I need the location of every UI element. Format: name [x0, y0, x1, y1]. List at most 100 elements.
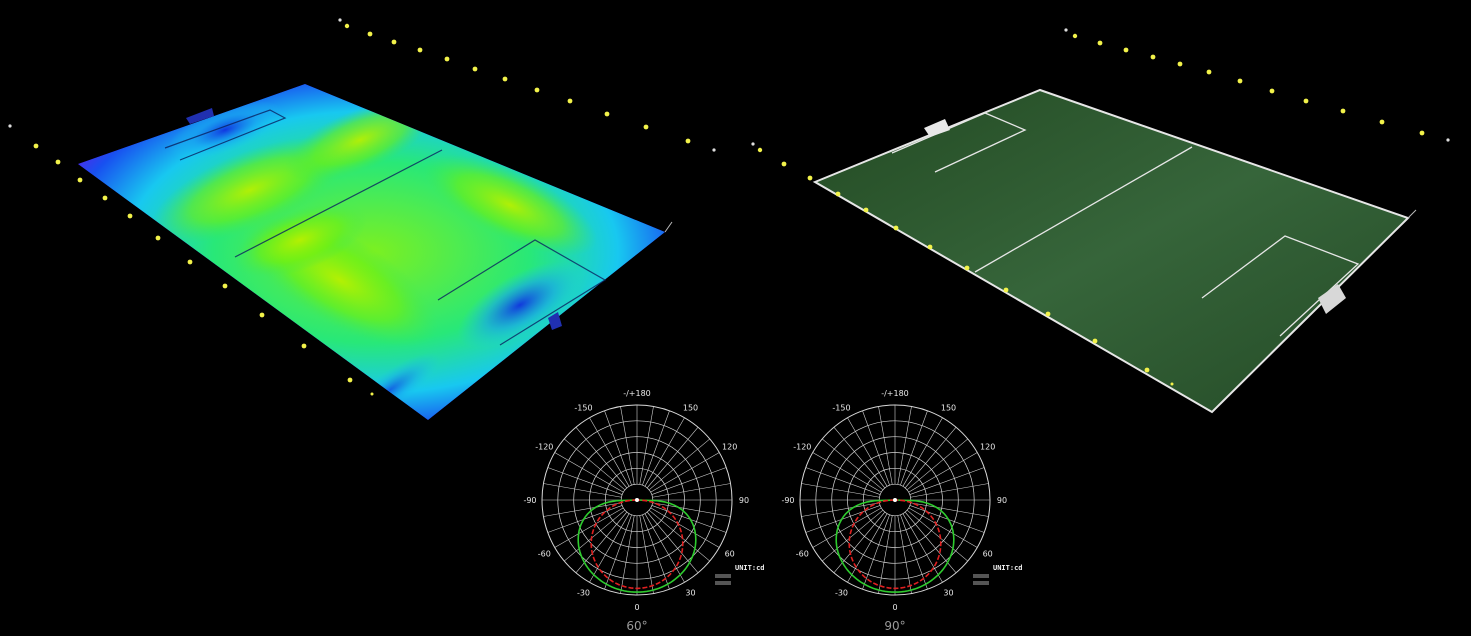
polar-grid-spoke — [620, 515, 635, 594]
polar-angle-label: 150 — [941, 403, 956, 412]
polar-legend-swatch — [973, 574, 989, 578]
polar-angle-label: 120 — [980, 443, 995, 452]
polar-grid-spoke — [543, 502, 622, 517]
polar-grid-spoke — [646, 511, 699, 573]
polar-grid-spoke — [878, 406, 893, 485]
polar-grid-spoke — [642, 514, 670, 590]
polar-grid-spoke — [543, 483, 622, 498]
polar-grid-spoke — [644, 513, 685, 583]
polar-grid-spoke — [652, 502, 731, 517]
polar-grid-spoke — [650, 507, 720, 548]
polar-angle-label: -120 — [793, 443, 811, 452]
rendered-floodlights — [751, 28, 1450, 386]
polar-grid-spoke — [897, 515, 912, 594]
polar-grid-spoke — [564, 438, 626, 491]
polar-angle-label: -30 — [577, 589, 590, 598]
goal-right — [548, 312, 562, 330]
polar-angle-label: 60 — [725, 550, 735, 559]
polar-angle-label: -/+180 — [881, 389, 909, 398]
heatmap-pitch-lines — [164, 109, 607, 346]
polar-angle-label: 0 — [892, 603, 897, 612]
polar-grid-spoke — [902, 513, 943, 583]
polar-grid-spoke — [648, 509, 710, 562]
polar-chart-90: -/+180 150 120 90 60 30 0 -30 -60 -90 -120 -150 UNIT… — [781, 389, 1022, 633]
polar-grid-spoke — [908, 507, 978, 548]
polar-grid-spoke — [910, 502, 989, 517]
polar-angle-label: 150 — [683, 403, 698, 412]
polar-grid-spoke — [904, 427, 957, 489]
polar-grid-spoke — [651, 467, 727, 495]
polar-grid-spoke — [650, 452, 720, 493]
polar-grid-spoke — [906, 509, 968, 562]
polar-angle-label: 90 — [739, 496, 749, 505]
polar-angle-label: -90 — [523, 496, 536, 505]
polar-grid-spoke — [639, 406, 654, 485]
polar-unit-label: UNIT:cd — [993, 564, 1023, 572]
polar-grid-spoke — [604, 410, 632, 486]
polar-grid-spoke — [805, 505, 881, 533]
heatmap-floodlights — [8, 18, 716, 396]
polar-grid-spoke — [862, 410, 890, 486]
polar-curve — [577, 499, 697, 593]
polar-angle-label: 60 — [983, 550, 993, 559]
polar-grid-spoke — [847, 513, 888, 583]
polar-grid-spoke — [651, 505, 727, 533]
polar-unit-label: UNIT:cd — [735, 564, 765, 572]
polar-grid-spoke — [554, 452, 624, 493]
polar-grid-spoke — [554, 507, 624, 548]
polar-grid-spoke — [564, 509, 626, 562]
polar-grid-spoke — [589, 417, 630, 487]
polar-chart-60: -/+180 150 120 90 60 30 0 -30 -60 -90 -120 -150 UNIT… — [523, 389, 764, 633]
goal-left — [186, 108, 214, 124]
goal-near — [1318, 284, 1346, 314]
polar-grid-spoke — [805, 467, 881, 495]
polar-angle-label: 30 — [685, 589, 695, 598]
polar-grid-spoke — [862, 514, 890, 590]
polar-curve — [590, 499, 684, 590]
polar-grid-spoke — [589, 513, 630, 583]
polar-grid-spoke — [833, 511, 886, 573]
polar-angle-label: -60 — [538, 550, 551, 559]
polar-grid-spoke — [652, 483, 731, 498]
polar-angle-label: -30 — [835, 589, 848, 598]
polar-grid-spoke — [902, 417, 943, 487]
goal-far — [924, 119, 950, 137]
polar-angle-label: 0 — [634, 603, 639, 612]
polar-grid-spoke — [909, 505, 985, 533]
polar-grid-spoke — [575, 427, 628, 489]
polar-legend-swatch — [973, 581, 989, 585]
polar-center — [635, 498, 639, 502]
polar-curve — [848, 499, 942, 590]
polar-center — [893, 498, 897, 502]
polar-grid-spoke — [822, 509, 884, 562]
polar-grid-spoke — [575, 511, 628, 573]
polar-grid-spoke — [639, 515, 654, 594]
polar-angle-label: -150 — [574, 403, 592, 412]
polar-angle-label: -/+180 — [623, 389, 651, 398]
polar-grid-spoke — [646, 427, 699, 489]
polar-angle-label: 90 — [997, 496, 1007, 505]
polar-grid-spoke — [906, 438, 968, 491]
polar-grid-spoke — [812, 452, 882, 493]
polar-grid-spoke — [812, 507, 882, 548]
rendered-pitch — [812, 88, 1417, 414]
polar-grid-spoke — [908, 452, 978, 493]
polar-grid-spoke — [644, 417, 685, 487]
polar-angle-label: -120 — [535, 443, 553, 452]
polar-grid-spoke — [648, 438, 710, 491]
polar-grid-spoke — [910, 483, 989, 498]
polar-grid-spoke — [909, 467, 985, 495]
polar-grid-spoke — [547, 467, 623, 495]
polar-angle-label: -150 — [832, 403, 850, 412]
heatmap-pitch — [78, 84, 673, 420]
polar-angle-label: 120 — [722, 443, 737, 452]
polar-curve — [835, 499, 955, 593]
polar-grid-spoke — [900, 514, 928, 590]
polar-grid-spoke — [878, 515, 893, 594]
polar-caption: 90° — [884, 619, 905, 633]
polar-grid-spoke — [897, 406, 912, 485]
polar-grid-spoke — [801, 502, 880, 517]
polar-grid-spoke — [822, 438, 884, 491]
polar-caption: 60° — [626, 619, 647, 633]
